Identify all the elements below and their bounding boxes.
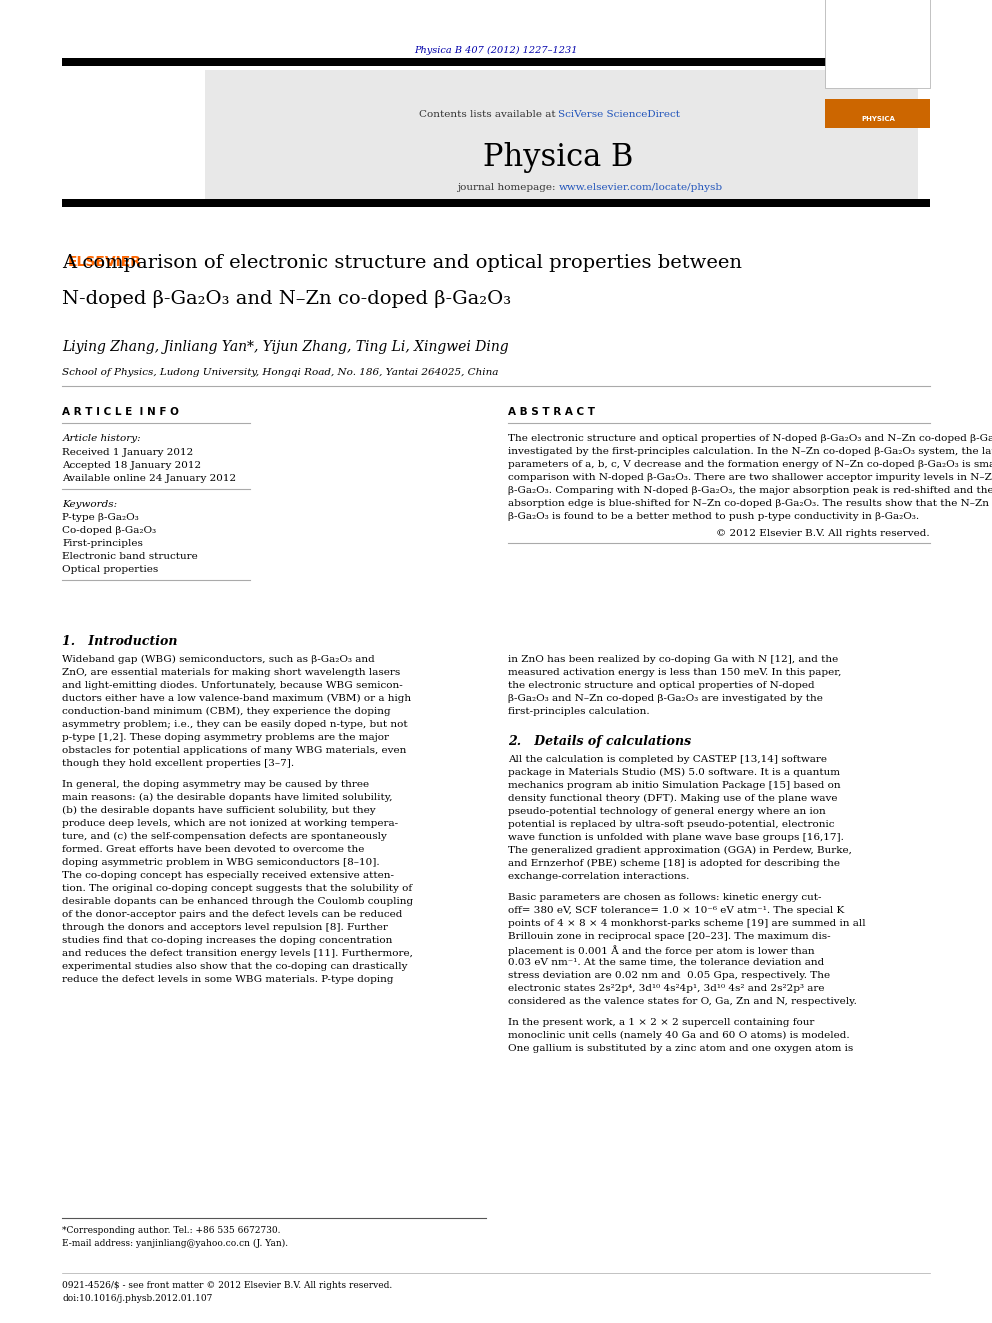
Text: mechanics program ab initio Simulation Package [15] based on: mechanics program ab initio Simulation P… <box>508 781 840 790</box>
Text: In the present work, a 1 × 2 × 2 supercell containing four: In the present work, a 1 × 2 × 2 superce… <box>508 1017 814 1027</box>
Text: absorption edge is blue-shifted for N–Zn co-doped β-Ga₂O₃. The results show that: absorption edge is blue-shifted for N–Zn… <box>508 499 992 508</box>
Text: ture, and (c) the self-compensation defects are spontaneously: ture, and (c) the self-compensation defe… <box>62 832 387 841</box>
Text: All the calculation is completed by CASTEP [13,14] software: All the calculation is completed by CAST… <box>508 755 827 763</box>
Text: One gallium is substituted by a zinc atom and one oxygen atom is: One gallium is substituted by a zinc ato… <box>508 1044 853 1053</box>
Text: package in Materials Studio (MS) 5.0 software. It is a quantum: package in Materials Studio (MS) 5.0 sof… <box>508 767 840 777</box>
Text: PHYSICA: PHYSICA <box>861 116 895 122</box>
Text: Wideband gap (WBG) semiconductors, such as β-Ga₂O₃ and: Wideband gap (WBG) semiconductors, such … <box>62 655 375 664</box>
Text: β-Ga₂O₃. Comparing with N-doped β-Ga₂O₃, the major absorption peak is red-shifte: β-Ga₂O₃. Comparing with N-doped β-Ga₂O₃,… <box>508 486 992 495</box>
Text: conduction-band minimum (CBM), they experience the doping: conduction-band minimum (CBM), they expe… <box>62 706 391 716</box>
Text: exchange-correlation interactions.: exchange-correlation interactions. <box>508 872 689 881</box>
Text: tion. The original co-doping concept suggests that the solubility of: tion. The original co-doping concept sug… <box>62 884 413 893</box>
Text: off= 380 eV, SCF tolerance= 1.0 × 10⁻⁶ eV atm⁻¹. The special K: off= 380 eV, SCF tolerance= 1.0 × 10⁻⁶ e… <box>508 906 844 916</box>
Text: E-mail address: yanjinliang@yahoo.co.cn (J. Yan).: E-mail address: yanjinliang@yahoo.co.cn … <box>62 1240 289 1248</box>
Text: and light-emitting diodes. Unfortunately, because WBG semicon-: and light-emitting diodes. Unfortunately… <box>62 681 403 691</box>
Text: the electronic structure and optical properties of N-doped: the electronic structure and optical pro… <box>508 681 814 691</box>
Bar <box>62 58 930 66</box>
Text: obstacles for potential applications of many WBG materials, even: obstacles for potential applications of … <box>62 746 407 755</box>
Text: and Ernzerhof (PBE) scheme [18] is adopted for describing the: and Ernzerhof (PBE) scheme [18] is adopt… <box>508 859 840 868</box>
Text: asymmetry problem; i.e., they can be easily doped n-type, but not: asymmetry problem; i.e., they can be eas… <box>62 720 408 729</box>
Text: First-principles: First-principles <box>62 538 144 548</box>
Text: reduce the defect levels in some WBG materials. P-type doping: reduce the defect levels in some WBG mat… <box>62 975 394 984</box>
Text: Physica B 407 (2012) 1227–1231: Physica B 407 (2012) 1227–1231 <box>415 46 577 56</box>
Text: Keywords:: Keywords: <box>62 500 118 509</box>
Text: investigated by the first-principles calculation. In the N–Zn co-doped β-Ga₂O₃ s: investigated by the first-principles cal… <box>508 447 992 456</box>
Text: Liying Zhang, Jinliang Yan*, Yijun Zhang, Ting Li, Xingwei Ding: Liying Zhang, Jinliang Yan*, Yijun Zhang… <box>62 340 509 355</box>
Text: ELSEVIER: ELSEVIER <box>67 255 142 269</box>
Bar <box>62 70 199 200</box>
Text: A comparison of electronic structure and optical properties between: A comparison of electronic structure and… <box>62 254 742 273</box>
Text: Optical properties: Optical properties <box>62 565 159 574</box>
Text: desirable dopants can be enhanced through the Coulomb coupling: desirable dopants can be enhanced throug… <box>62 897 414 906</box>
Text: www.elsevier.com/locate/physb: www.elsevier.com/locate/physb <box>558 183 722 192</box>
Text: (b) the desirable dopants have sufficient solubility, but they: (b) the desirable dopants have sufficien… <box>62 806 376 815</box>
Text: 0921-4526/$ - see front matter © 2012 Elsevier B.V. All rights reserved.: 0921-4526/$ - see front matter © 2012 El… <box>62 1281 393 1290</box>
Text: potential is replaced by ultra-soft pseudo-potential, electronic: potential is replaced by ultra-soft pseu… <box>508 820 834 830</box>
Text: journal homepage:: journal homepage: <box>456 183 558 192</box>
Text: first-principles calculation.: first-principles calculation. <box>508 706 650 716</box>
Bar <box>825 99 930 128</box>
Text: electronic states 2s²2p⁴, 3d¹⁰ 4s²4p¹, 3d¹⁰ 4s² and 2s²2p³ are: electronic states 2s²2p⁴, 3d¹⁰ 4s²4p¹, 3… <box>508 984 824 994</box>
Text: Accepted 18 January 2012: Accepted 18 January 2012 <box>62 460 201 470</box>
Text: The electronic structure and optical properties of N-doped β-Ga₂O₃ and N–Zn co-d: The electronic structure and optical pro… <box>508 434 992 443</box>
Text: Article history:: Article history: <box>62 434 141 443</box>
Text: points of 4 × 8 × 4 monkhorst-parks scheme [19] are summed in all: points of 4 × 8 × 4 monkhorst-parks sche… <box>508 919 866 927</box>
Text: In general, the doping asymmetry may be caused by three: In general, the doping asymmetry may be … <box>62 781 370 789</box>
Text: 1.   Introduction: 1. Introduction <box>62 635 178 648</box>
Text: β-Ga₂O₃ is found to be a better method to push p-type conductivity in β-Ga₂O₃.: β-Ga₂O₃ is found to be a better method t… <box>508 512 919 521</box>
Bar <box>205 70 918 200</box>
Text: considered as the valence states for O, Ga, Zn and N, respectively.: considered as the valence states for O, … <box>508 998 857 1005</box>
Text: doping asymmetric problem in WBG semiconductors [8–10].: doping asymmetric problem in WBG semicon… <box>62 859 380 867</box>
Text: ductors either have a low valence-band maximum (VBM) or a high: ductors either have a low valence-band m… <box>62 695 412 703</box>
Text: 0.03 eV nm⁻¹. At the same time, the tolerance deviation and: 0.03 eV nm⁻¹. At the same time, the tole… <box>508 958 824 967</box>
Text: measured activation energy is less than 150 meV. In this paper,: measured activation energy is less than … <box>508 668 841 677</box>
Text: Available online 24 January 2012: Available online 24 January 2012 <box>62 474 237 483</box>
Text: through the donors and acceptors level repulsion [8]. Further: through the donors and acceptors level r… <box>62 923 389 931</box>
Text: The co-doping concept has especially received extensive atten-: The co-doping concept has especially rec… <box>62 871 395 880</box>
Text: Co-doped β-Ga₂O₃: Co-doped β-Ga₂O₃ <box>62 527 157 534</box>
Text: ZnO, are essential materials for making short wavelength lasers: ZnO, are essential materials for making … <box>62 668 401 677</box>
Text: The generalized gradient approximation (GGA) in Perdew, Burke,: The generalized gradient approximation (… <box>508 845 852 855</box>
Text: Received 1 January 2012: Received 1 January 2012 <box>62 448 193 456</box>
Text: in ZnO has been realized by co-doping Ga with N [12], and the: in ZnO has been realized by co-doping Ga… <box>508 655 838 664</box>
Text: P-type β-Ga₂O₃: P-type β-Ga₂O₃ <box>62 513 139 523</box>
Text: School of Physics, Ludong University, Hongqi Road, No. 186, Yantai 264025, China: School of Physics, Ludong University, Ho… <box>62 368 499 377</box>
Text: 2.   Details of calculations: 2. Details of calculations <box>508 736 691 747</box>
Text: © 2012 Elsevier B.V. All rights reserved.: © 2012 Elsevier B.V. All rights reserved… <box>716 529 930 538</box>
Text: parameters of a, b, c, V decrease and the formation energy of N–Zn co-doped β-Ga: parameters of a, b, c, V decrease and th… <box>508 460 992 468</box>
Text: β-Ga₂O₃ and N–Zn co-doped β-Ga₂O₃ are investigated by the: β-Ga₂O₃ and N–Zn co-doped β-Ga₂O₃ are in… <box>508 695 822 703</box>
Text: doi:10.1016/j.physb.2012.01.107: doi:10.1016/j.physb.2012.01.107 <box>62 1294 213 1303</box>
Text: studies find that co-doping increases the doping concentration: studies find that co-doping increases th… <box>62 935 393 945</box>
Text: comparison with N-doped β-Ga₂O₃. There are two shallower acceptor impurity level: comparison with N-doped β-Ga₂O₃. There a… <box>508 474 992 482</box>
Text: placement is 0.001 Å and the force per atom is lower than: placement is 0.001 Å and the force per a… <box>508 945 814 955</box>
Text: Brillouin zone in reciprocal space [20–23]. The maximum dis-: Brillouin zone in reciprocal space [20–2… <box>508 931 830 941</box>
Text: of the donor-acceptor pairs and the defect levels can be reduced: of the donor-acceptor pairs and the defe… <box>62 910 403 919</box>
Text: stress deviation are 0.02 nm and  0.05 Gpa, respectively. The: stress deviation are 0.02 nm and 0.05 Gp… <box>508 971 830 980</box>
Bar <box>62 198 930 206</box>
Text: though they hold excellent properties [3–7].: though they hold excellent properties [3… <box>62 759 295 767</box>
Text: p-type [1,2]. These doping asymmetry problems are the major: p-type [1,2]. These doping asymmetry pro… <box>62 733 390 742</box>
Text: A B S T R A C T: A B S T R A C T <box>508 407 595 417</box>
Text: pseudo-potential technology of general energy where an ion: pseudo-potential technology of general e… <box>508 807 825 816</box>
Text: formed. Great efforts have been devoted to overcome the: formed. Great efforts have been devoted … <box>62 845 365 855</box>
Text: Contents lists available at: Contents lists available at <box>419 110 558 119</box>
Bar <box>825 0 930 89</box>
Text: and reduces the defect transition energy levels [11]. Furthermore,: and reduces the defect transition energy… <box>62 949 414 958</box>
Text: density functional theory (DFT). Making use of the plane wave: density functional theory (DFT). Making … <box>508 794 837 803</box>
Text: Electronic band structure: Electronic band structure <box>62 552 198 561</box>
Text: A R T I C L E  I N F O: A R T I C L E I N F O <box>62 407 180 417</box>
Text: SciVerse ScienceDirect: SciVerse ScienceDirect <box>558 110 681 119</box>
Text: main reasons: (a) the desirable dopants have limited solubility,: main reasons: (a) the desirable dopants … <box>62 792 393 802</box>
Text: wave function is unfolded with plane wave base groups [16,17].: wave function is unfolded with plane wav… <box>508 833 844 841</box>
Text: *Corresponding author. Tel.: +86 535 6672730.: *Corresponding author. Tel.: +86 535 667… <box>62 1226 281 1234</box>
Text: N-doped β-Ga₂O₃ and N–Zn co-doped β-Ga₂O₃: N-doped β-Ga₂O₃ and N–Zn co-doped β-Ga₂O… <box>62 290 512 308</box>
Text: Basic parameters are chosen as follows: kinetic energy cut-: Basic parameters are chosen as follows: … <box>508 893 821 902</box>
Text: experimental studies also show that the co-doping can drastically: experimental studies also show that the … <box>62 962 408 971</box>
Text: monoclinic unit cells (namely 40 Ga and 60 O atoms) is modeled.: monoclinic unit cells (namely 40 Ga and … <box>508 1031 849 1040</box>
Text: Physica B: Physica B <box>483 142 634 173</box>
Text: produce deep levels, which are not ionized at working tempera-: produce deep levels, which are not ioniz… <box>62 819 399 828</box>
